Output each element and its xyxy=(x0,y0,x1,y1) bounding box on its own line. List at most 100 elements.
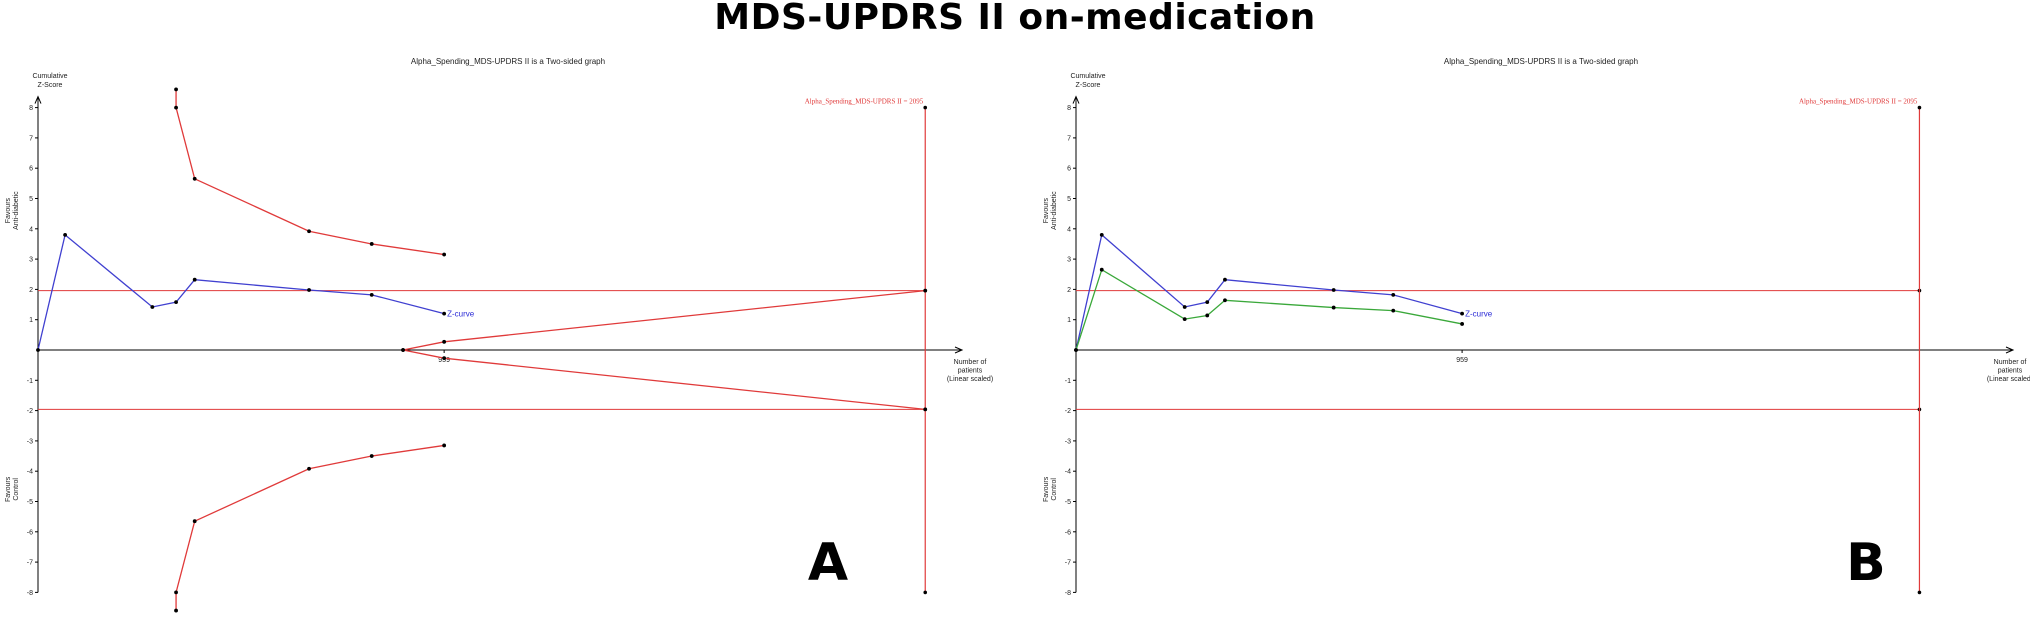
series-point xyxy=(1331,288,1336,292)
series-point xyxy=(307,229,311,234)
y-tick-label: -1 xyxy=(27,378,33,385)
y-tick-label: 3 xyxy=(1067,257,1071,264)
series-point xyxy=(307,466,311,471)
y-tick-label: 6 xyxy=(1067,166,1071,173)
x-axis-label-line2: patients xyxy=(958,368,983,375)
series-point xyxy=(192,176,197,181)
series-point xyxy=(1391,292,1396,297)
series-point xyxy=(63,232,68,237)
series-point xyxy=(1099,267,1104,272)
series-point xyxy=(442,311,447,316)
series-point xyxy=(1074,348,1078,352)
series-point xyxy=(174,300,178,305)
x-tick-label: 959 xyxy=(1456,357,1468,364)
x-axis-label-line1: Number of xyxy=(954,359,987,366)
series-point xyxy=(192,519,197,524)
y-axis-label-line1: Cumulative xyxy=(32,73,67,80)
series-point xyxy=(442,443,447,448)
region-label-line1: Favours xyxy=(5,197,12,223)
series-line xyxy=(402,289,926,351)
x-axis-arrow xyxy=(2005,346,2015,354)
y-tick-label: -3 xyxy=(27,438,33,445)
y-tick-label: -8 xyxy=(1065,590,1071,597)
region-label-line2: Control xyxy=(1051,478,1058,501)
y-tick-label: -8 xyxy=(27,590,33,597)
y-tick-label: 5 xyxy=(1067,196,1071,203)
region-label-upper: Favours Anti-diabetic xyxy=(1043,191,1058,230)
x-axis-label-line3: (Linear scaled) xyxy=(947,376,993,383)
series-point xyxy=(442,339,447,344)
series-line xyxy=(175,89,445,256)
series-line xyxy=(1075,268,1463,351)
y-axis-arrow xyxy=(34,95,42,104)
series-point xyxy=(1223,298,1227,303)
y-tick-label: -5 xyxy=(1065,499,1071,506)
series-line xyxy=(37,233,445,351)
series-point xyxy=(307,288,311,292)
region-label-line1: Favours xyxy=(1043,476,1050,502)
y-tick-label: -4 xyxy=(1065,469,1071,476)
y-tick-label: 4 xyxy=(29,226,33,233)
chart-panel-b: Alpha_Spending_MDS-UPDRS II is a Two-sid… xyxy=(1043,57,2030,597)
y-axis-label-line2: Z-Score xyxy=(38,82,63,89)
series-point xyxy=(36,348,40,352)
series-name-label: Z-curve xyxy=(1465,310,1493,319)
series-point xyxy=(174,608,178,613)
y-tick-label: 3 xyxy=(29,257,33,264)
series-point xyxy=(442,356,447,361)
y-tick-label: -7 xyxy=(27,560,33,567)
x-axis-label-line1: Number of xyxy=(1994,359,2027,366)
y-tick-label: -7 xyxy=(1065,560,1071,567)
y-tick-label: -2 xyxy=(1065,408,1071,415)
series-point xyxy=(1182,305,1187,309)
y-tick-label: 7 xyxy=(1067,135,1071,142)
series-point xyxy=(369,292,374,297)
series-point xyxy=(1182,317,1187,321)
ris-marker-top xyxy=(1917,105,1922,110)
x-axis-label-line2: patients xyxy=(1998,368,2023,375)
series-point xyxy=(1223,277,1227,282)
series-point xyxy=(1331,305,1336,310)
series-point xyxy=(174,590,178,595)
ris-label: Alpha_Spending_MDS-UPDRS II = 2095 xyxy=(805,98,924,106)
y-tick-label: 7 xyxy=(29,135,33,142)
y-tick-label: -2 xyxy=(27,408,33,415)
ris-marker-bottom xyxy=(923,590,928,595)
y-tick-label: -3 xyxy=(1065,438,1071,445)
region-label-line2: Anti-diabetic xyxy=(1051,191,1058,230)
chart-subtitle: Alpha_Spending_MDS-UPDRS II is a Two-sid… xyxy=(1444,57,1638,66)
y-tick-label: -5 xyxy=(27,499,33,506)
series-point xyxy=(174,105,178,110)
series-line xyxy=(402,349,926,411)
y-tick-label: 5 xyxy=(29,196,33,203)
chart-subtitle: Alpha_Spending_MDS-UPDRS II is a Two-sid… xyxy=(411,57,605,66)
y-tick-label: 2 xyxy=(1067,287,1071,294)
y-tick-label: 8 xyxy=(1067,105,1071,112)
region-label-line2: Control xyxy=(13,478,20,501)
series-point xyxy=(923,288,928,293)
panel-letter: A xyxy=(808,533,848,593)
main-title: MDS-UPDRS II on-medication xyxy=(714,0,1316,38)
region-label-line2: Anti-diabetic xyxy=(13,191,20,230)
series-point xyxy=(401,348,405,352)
region-label-line1: Favours xyxy=(1043,197,1050,223)
x-axis-arrow xyxy=(954,346,964,354)
y-tick-label: 2 xyxy=(29,287,33,294)
region-label-line1: Favours xyxy=(5,476,12,502)
series-point xyxy=(1205,313,1210,318)
series-point xyxy=(369,454,374,458)
panel-letter: B xyxy=(1846,533,1886,593)
y-tick-label: -6 xyxy=(1065,529,1071,536)
series-name-label: Z-curve xyxy=(447,310,475,319)
series-point xyxy=(1460,311,1464,316)
series-point xyxy=(1460,322,1464,326)
y-tick-label: 1 xyxy=(1067,317,1071,324)
series-line xyxy=(1075,233,1463,351)
series-point xyxy=(150,305,155,309)
x-tick-label: 959 xyxy=(438,357,450,364)
series-point xyxy=(1391,308,1396,313)
ris-marker-top xyxy=(923,105,928,110)
y-tick-label: 6 xyxy=(29,166,33,173)
series-point xyxy=(369,242,374,246)
